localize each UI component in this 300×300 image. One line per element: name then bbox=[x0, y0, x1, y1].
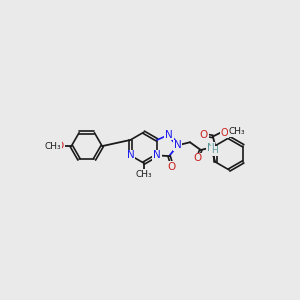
Text: N: N bbox=[174, 140, 182, 150]
Text: O: O bbox=[167, 162, 175, 172]
Text: O: O bbox=[56, 141, 64, 151]
Text: CH₃: CH₃ bbox=[228, 128, 245, 136]
Text: O: O bbox=[194, 153, 202, 164]
Text: H: H bbox=[211, 146, 218, 155]
Text: N: N bbox=[153, 150, 161, 160]
Text: O: O bbox=[220, 128, 228, 138]
Text: N: N bbox=[207, 143, 214, 153]
Text: CH₃: CH₃ bbox=[45, 142, 61, 151]
Text: N: N bbox=[165, 130, 173, 140]
Text: CH₃: CH₃ bbox=[135, 170, 152, 179]
Text: N: N bbox=[127, 150, 134, 160]
Text: O: O bbox=[200, 130, 208, 140]
